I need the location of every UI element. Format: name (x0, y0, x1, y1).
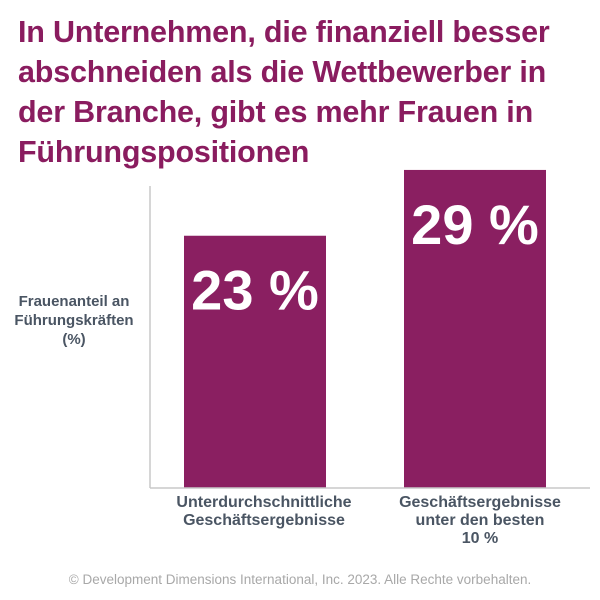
bar-1 (404, 169, 546, 488)
copyright-footer: © Development Dimensions International, … (68, 572, 532, 587)
y-axis-label-line: (%) (62, 331, 86, 348)
x-tick-label-line: 10 % (461, 530, 499, 547)
bar-value-label-1: 29 % (411, 193, 539, 256)
x-tick-label-line: Geschäftsergebnisse (183, 512, 345, 529)
x-tick-label-1: Geschäftsergebnisse unter den besten 10 … (370, 494, 590, 548)
x-tick-label-0: Unterdurchschnittliche Geschäftsergebnis… (148, 494, 380, 530)
bar-0 (184, 235, 326, 488)
chart-title: In Unternehmen, die finanziell besser ab… (18, 15, 550, 169)
x-tick-label-line: Geschäftsergebnisse (399, 494, 561, 511)
y-axis-label-line: Führungskräften (14, 312, 134, 329)
y-axis-label: Frauenanteil an Führungskräften (%) (0, 292, 148, 349)
x-tick-label-line: unter den besten (415, 512, 545, 529)
x-tick-label-line: Unterdurchschnittliche (176, 494, 352, 511)
y-axis-label-line: Frauenanteil an (18, 293, 130, 310)
bar-value-label-0: 23 % (191, 259, 319, 322)
bars-group: 23 % 29 % (184, 169, 546, 488)
